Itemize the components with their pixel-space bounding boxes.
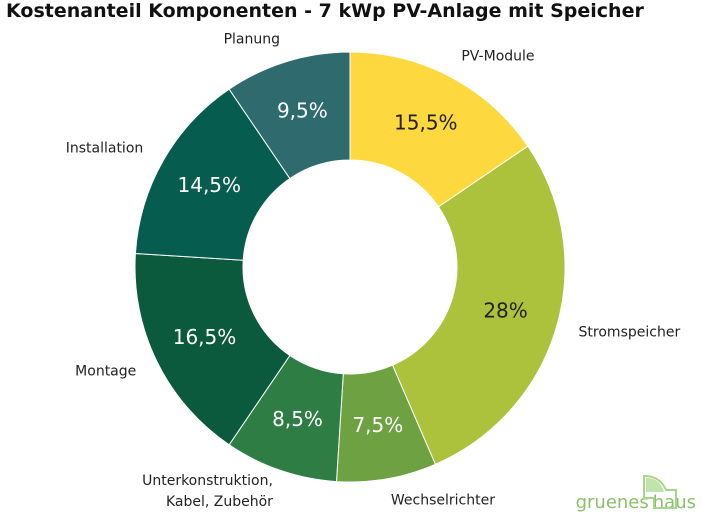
- category-label: PV-Module: [461, 48, 535, 65]
- donut-slice: [349, 51, 529, 208]
- category-label: Stromspeicher: [578, 324, 681, 341]
- value-label: 14,5%: [178, 173, 242, 197]
- donut-slice: [228, 51, 351, 180]
- logo: gruenes haus: [572, 474, 696, 513]
- logo-icon: [642, 474, 677, 509]
- donut-slice: [134, 88, 291, 261]
- category-label: Wechselrichter: [390, 492, 495, 509]
- category-label: Unterkonstruktion, Kabel, Zubehör: [142, 473, 273, 511]
- donut-slice: [391, 145, 566, 465]
- logo-text: gruenes: [575, 492, 649, 513]
- value-label: 15,5%: [394, 110, 458, 134]
- value-label: 8,5%: [272, 407, 323, 431]
- value-label: 28%: [483, 299, 527, 323]
- donut-slice: [134, 252, 291, 446]
- value-label: 9,5%: [277, 99, 328, 123]
- chart-title: Kostenanteil Komponenten - 7 kWp PV-Anla…: [6, 0, 644, 22]
- category-label: Planung: [223, 31, 281, 48]
- value-label: 16,5%: [173, 325, 237, 349]
- category-label: Installation: [65, 140, 144, 157]
- value-label: 7,5%: [352, 413, 403, 437]
- category-label: Montage: [75, 363, 137, 380]
